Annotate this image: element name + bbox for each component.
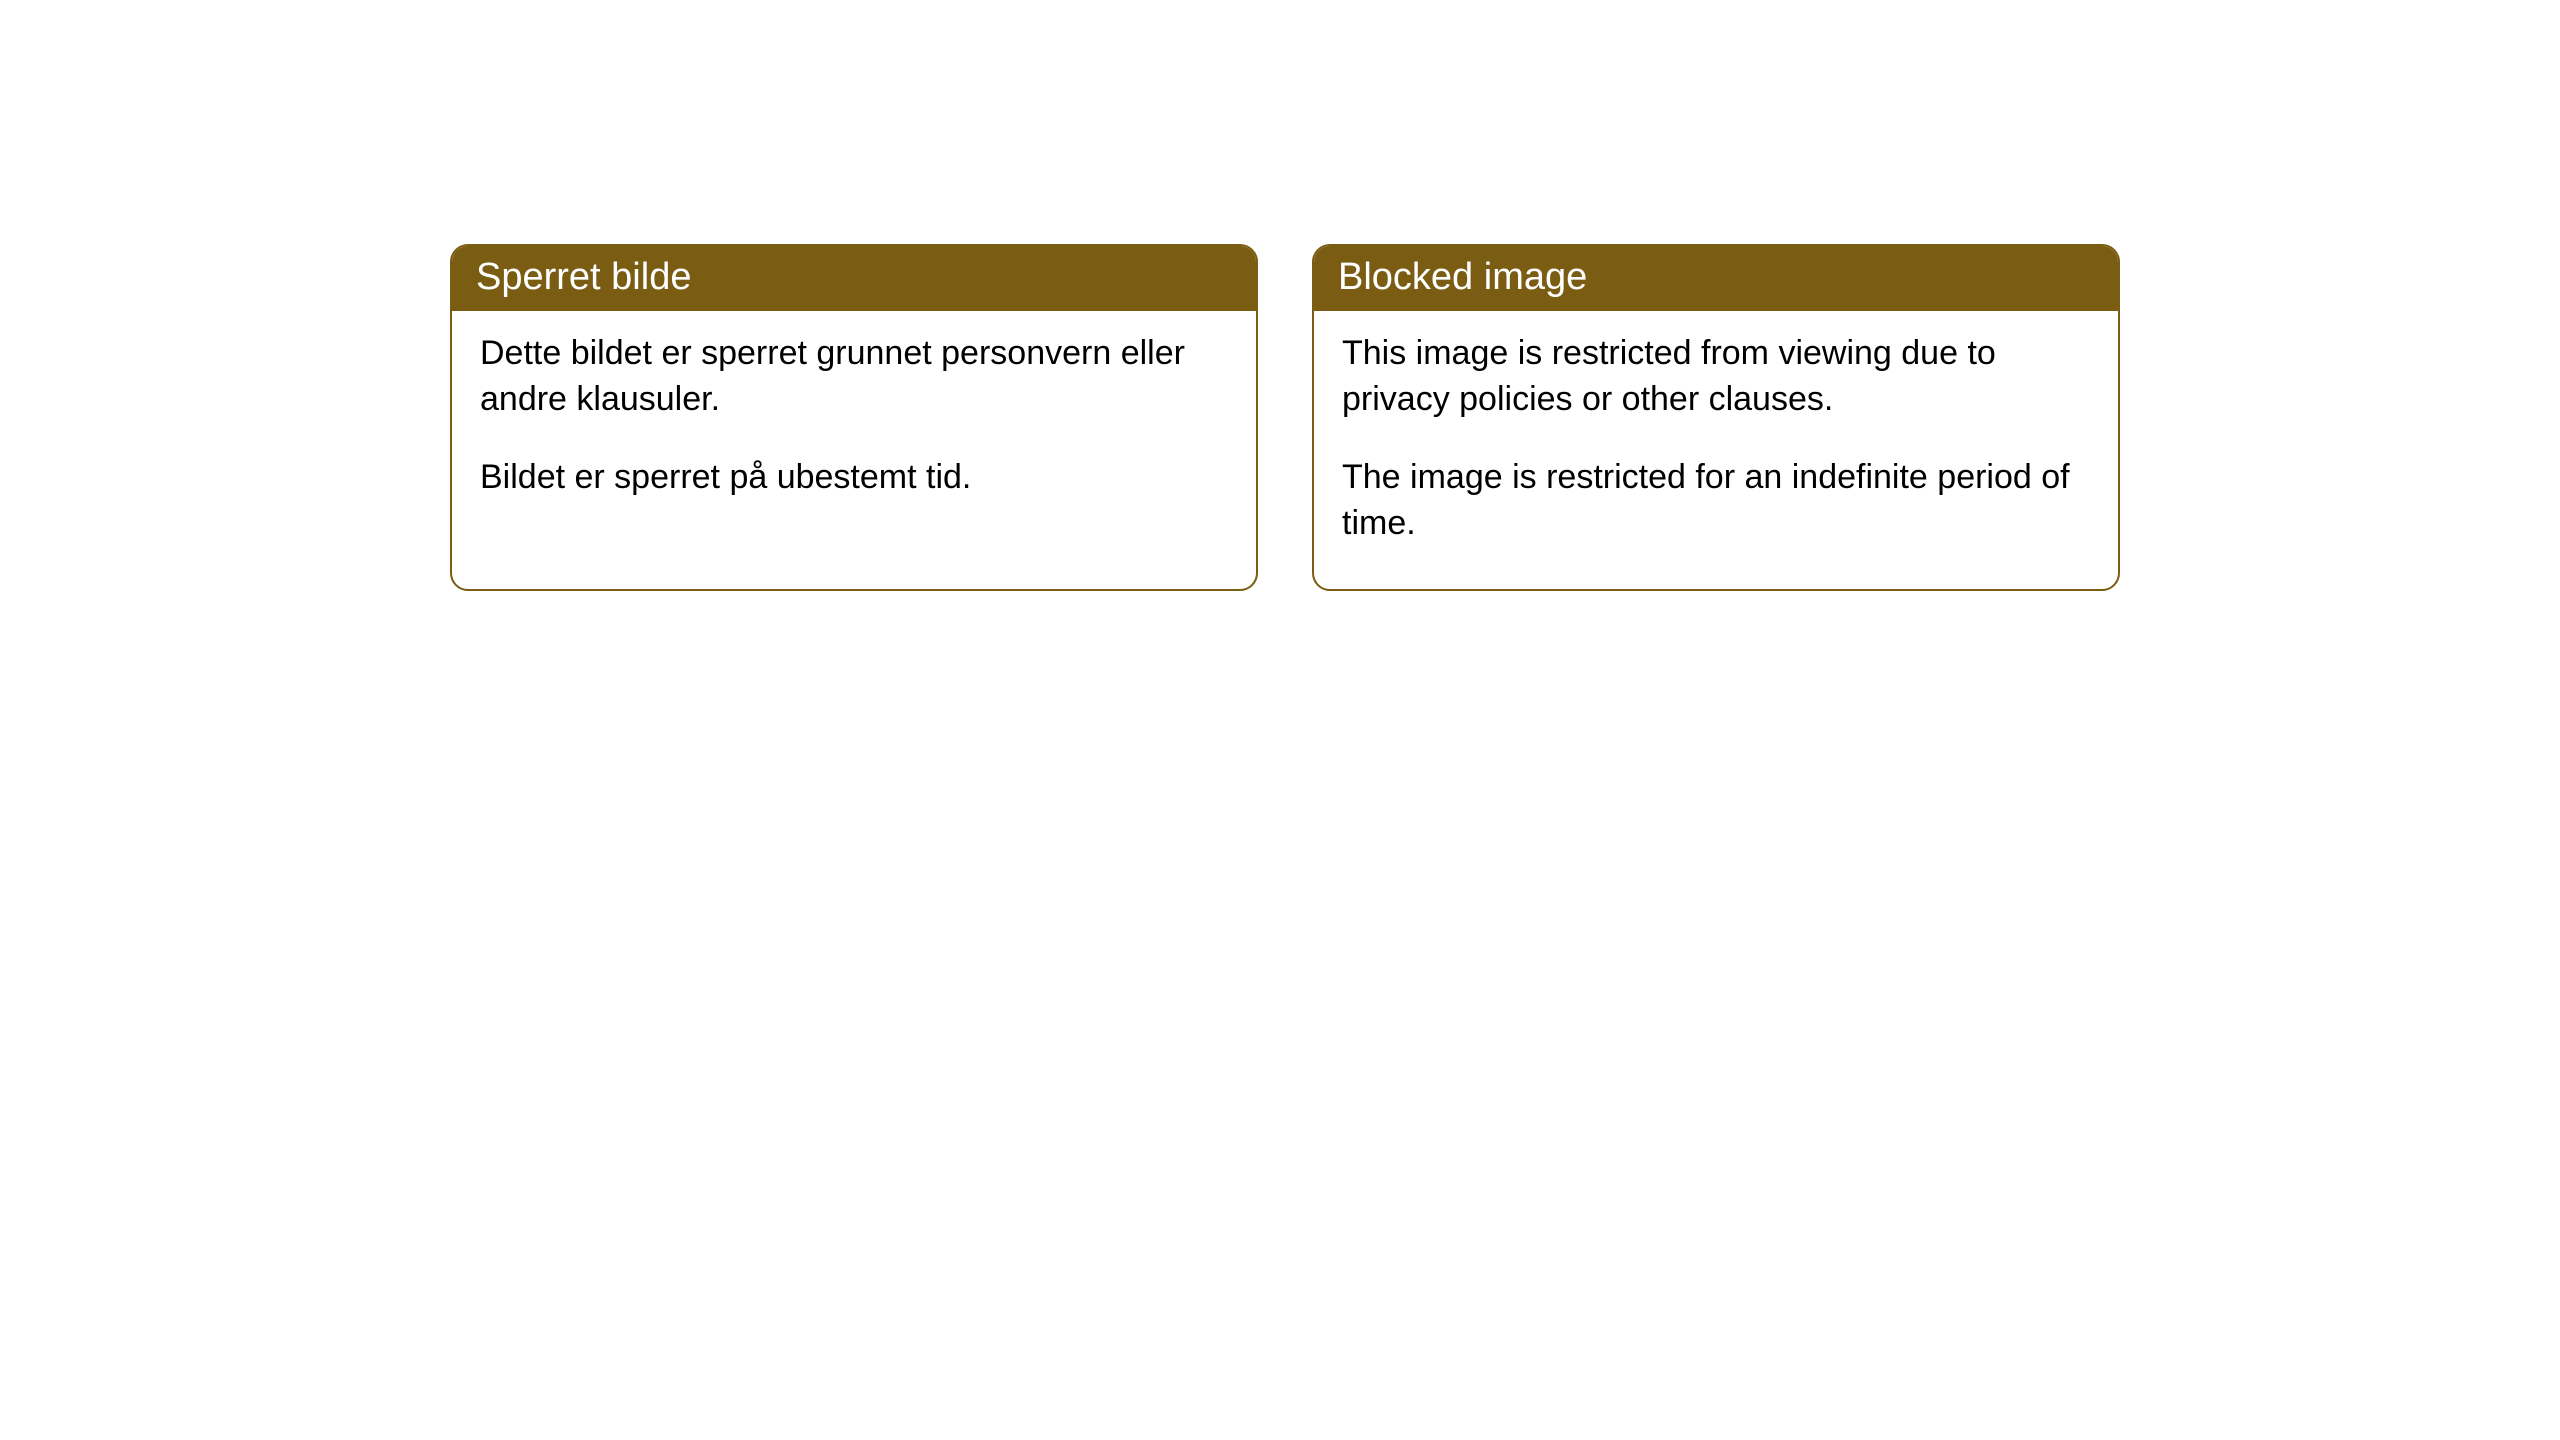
card-body-norwegian: Dette bildet er sperret grunnet personve…	[452, 311, 1256, 543]
card-header-norwegian: Sperret bilde	[452, 246, 1256, 311]
card-header-english: Blocked image	[1314, 246, 2118, 311]
card-norwegian: Sperret bilde Dette bildet er sperret gr…	[450, 244, 1258, 591]
card-paragraph: Bildet er sperret på ubestemt tid.	[480, 455, 1228, 501]
card-paragraph: This image is restricted from viewing du…	[1342, 331, 2090, 423]
card-english: Blocked image This image is restricted f…	[1312, 244, 2120, 591]
card-paragraph: Dette bildet er sperret grunnet personve…	[480, 331, 1228, 423]
card-body-english: This image is restricted from viewing du…	[1314, 311, 2118, 589]
card-paragraph: The image is restricted for an indefinit…	[1342, 455, 2090, 547]
cards-container: Sperret bilde Dette bildet er sperret gr…	[450, 244, 2120, 591]
